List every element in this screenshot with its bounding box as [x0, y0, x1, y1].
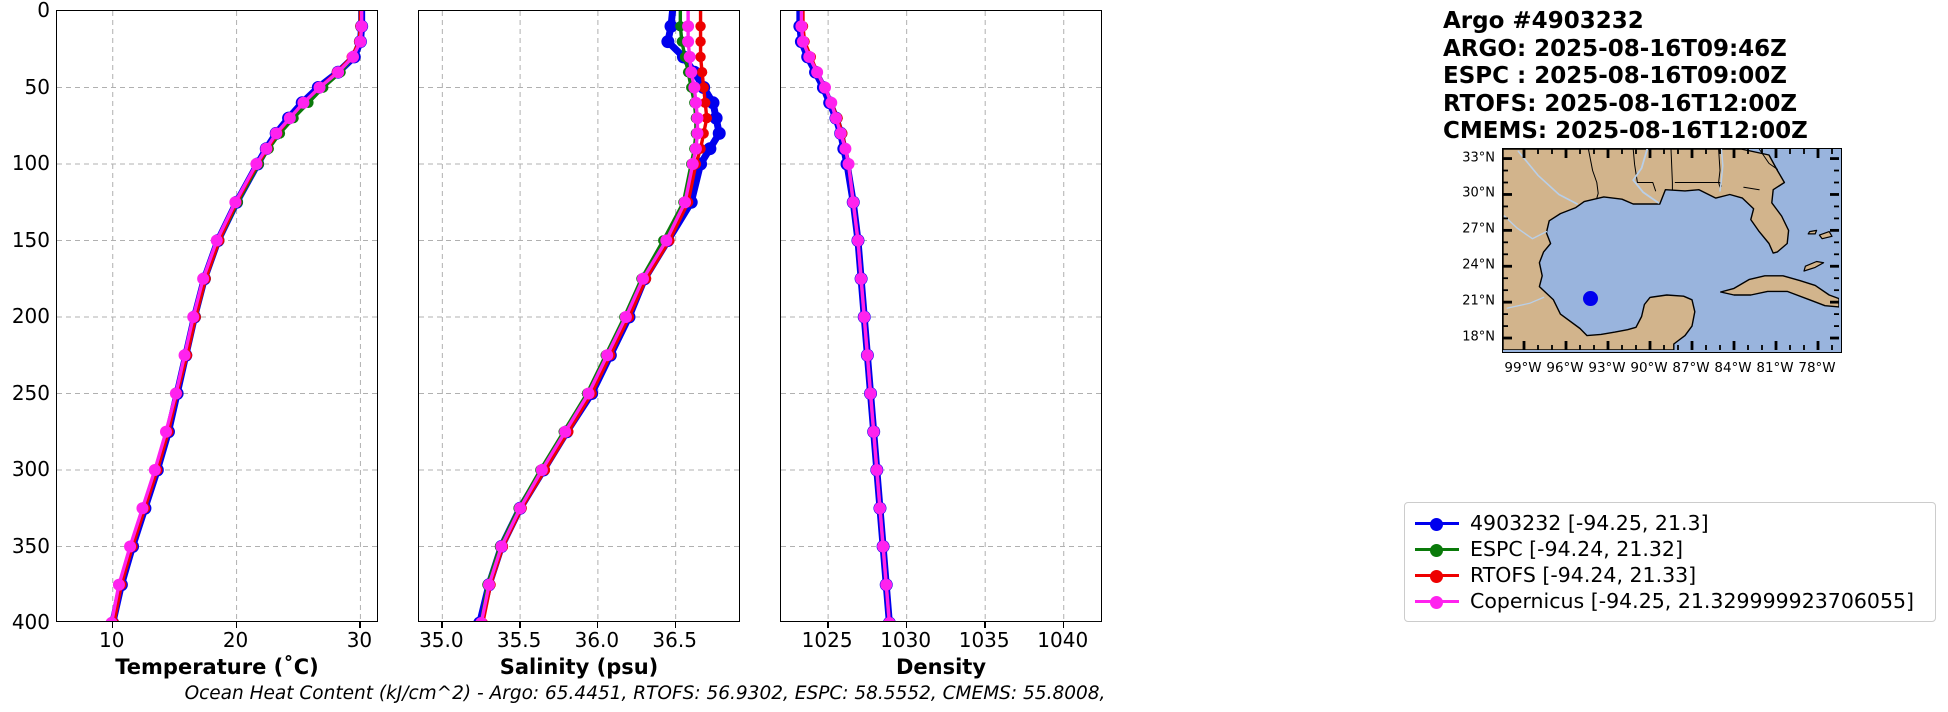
x-tick-mark [441, 621, 443, 628]
salinity-axis-title: Salinity (psu) [499, 655, 659, 679]
depth-tick: 50 [24, 74, 50, 99]
depth-tick: 350 [11, 533, 50, 558]
temperature-panel [56, 10, 378, 622]
depth-tick: 250 [11, 380, 50, 405]
x-tick-mark [905, 621, 908, 628]
x-tick: 10 [98, 628, 125, 652]
legend-marker-argo [1415, 513, 1459, 533]
map-lon-tick: 87°W [1672, 360, 1710, 376]
legend-label-copernicus: Copernicus [-94.25, 21.329999923706055] [1470, 589, 1915, 613]
map-lat-tick: 27°N [1462, 221, 1495, 237]
legend-item[interactable]: Copernicus [-94.25, 21.329999923706055] [1415, 588, 1925, 614]
x-tick-mark [519, 621, 521, 628]
depth-tick: 400 [11, 610, 50, 634]
legend-marker-copernicus [1415, 591, 1459, 611]
map-lon-tick: 96°W [1546, 360, 1584, 376]
salinity-plot-area [419, 11, 739, 621]
legend-marker-espc [1415, 539, 1459, 559]
temperature-axis-title: Temperature (˚C) [115, 655, 319, 679]
depth-tick: 0 [37, 0, 50, 22]
x-tick-mark [984, 621, 986, 628]
map-lat-tick: 21°N [1462, 293, 1495, 309]
density-panel [780, 10, 1102, 622]
series-legend: 4903232 [-94.25, 21.3] ESPC [-94.24, 21.… [1404, 502, 1936, 622]
temperature-plot-area [57, 11, 377, 621]
x-tick: 35.5 [496, 628, 542, 652]
legend-label-espc: ESPC [-94.24, 21.32] [1470, 537, 1683, 561]
x-tick-mark [1062, 621, 1065, 628]
x-tick: 20 [222, 628, 249, 652]
x-tick-mark [827, 621, 829, 628]
metadata-header: Argo #4903232 ARGO: 2025-08-16T09:46Z ES… [1443, 8, 1808, 144]
depth-tick: 200 [11, 304, 50, 328]
x-tick: 36.0 [574, 628, 620, 652]
map-lat-tick: 18°N [1462, 329, 1495, 345]
x-tick-mark [596, 621, 599, 628]
depth-tick: 300 [11, 457, 50, 481]
x-tick-mark [235, 621, 238, 628]
x-tick: 1025 [801, 628, 853, 652]
map-lat-tick: 33°N [1462, 150, 1495, 166]
map-lat-tick: 30°N [1462, 185, 1495, 201]
temperature-chart-svg [57, 11, 377, 621]
density-chart-svg [781, 11, 1101, 621]
legend-item[interactable]: ESPC [-94.24, 21.32] [1415, 536, 1925, 562]
density-tick-labels: 1025 1030 1035 1040 [780, 621, 1102, 654]
x-tick: 36.5 [652, 628, 697, 652]
x-tick: 35.0 [419, 628, 464, 652]
gulf-of-mexico-map-svg [1503, 149, 1839, 350]
map-lon-tick: 99°W [1504, 360, 1542, 376]
x-tick: 30 [346, 628, 373, 652]
x-tick-mark [111, 621, 114, 628]
legend-label-argo: 4903232 [-94.25, 21.3] [1470, 511, 1709, 535]
salinity-tick-labels: 35.0 35.5 36.0 36.5 [418, 621, 740, 654]
depth-tick-labels: 0 50 100 150 200 250 300 350 400 [0, 0, 50, 634]
map-lon-tick: 81°W [1756, 360, 1794, 376]
x-tick-mark [674, 621, 677, 628]
map-lon-tick: 84°W [1714, 360, 1752, 376]
x-tick: 1040 [1037, 628, 1089, 652]
depth-tick: 150 [11, 227, 50, 252]
map-lon-tick: 90°W [1630, 360, 1668, 376]
ocean-heat-content-caption: Ocean Heat Content (kJ/cm^2) - Argo: 65.… [184, 683, 1106, 704]
salinity-panel [418, 10, 740, 622]
map-frame [1502, 148, 1842, 353]
map-lat-tick: 24°N [1462, 257, 1495, 273]
density-axis-title: Density [895, 655, 987, 679]
depth-tick: 100 [11, 151, 50, 175]
x-tick-mark [359, 621, 362, 628]
legend-item[interactable]: 4903232 [-94.25, 21.3] [1415, 510, 1925, 536]
temperature-tick-labels: 10 20 30 [56, 621, 378, 654]
x-tick: 1035 [958, 628, 1010, 652]
density-plot-area [781, 11, 1101, 621]
legend-label-rtofs: RTOFS [-94.24, 21.33] [1470, 563, 1697, 587]
map-lon-tick: 93°W [1588, 360, 1626, 376]
location-map: 33°N 30°N 27°N 24°N 21°N 18°N 99°W 96°W 93°W 90°… [1462, 148, 1842, 376]
x-tick: 1030 [880, 628, 932, 652]
map-lon-tick: 78°W [1798, 360, 1836, 376]
legend-item[interactable]: RTOFS [-94.24, 21.33] [1415, 562, 1925, 588]
legend-marker-rtofs [1415, 565, 1459, 585]
salinity-chart-svg [419, 11, 739, 621]
